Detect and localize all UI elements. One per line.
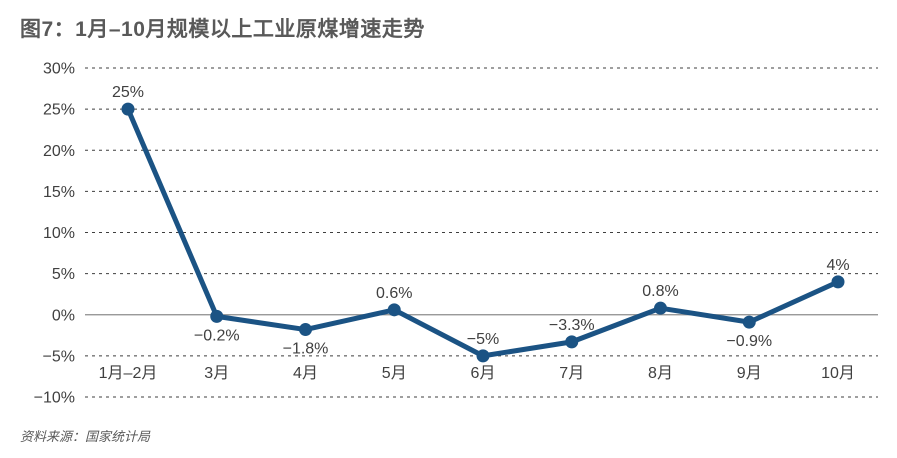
data-label: 4%	[826, 257, 849, 274]
data-point	[742, 315, 756, 329]
chart-title: 图7：1月–10月规模以上工业原煤增速走势	[20, 18, 425, 41]
data-label: 25%	[112, 84, 144, 101]
x-axis-label: 1月–2月	[99, 365, 158, 382]
x-axis-label: 6月	[471, 365, 496, 382]
x-axis-label: 10月	[821, 365, 855, 382]
data-point	[831, 275, 845, 289]
y-axis-tick-label: 5%	[52, 266, 75, 283]
data-label: −0.9%	[726, 333, 772, 350]
y-axis-tick-label: 20%	[43, 143, 75, 160]
x-axis-label: 4月	[293, 365, 318, 382]
data-point	[654, 301, 667, 315]
data-label: 0.6%	[376, 285, 412, 302]
x-axis-label: 7月	[559, 365, 584, 382]
y-axis-tick-label: 10%	[43, 225, 75, 242]
data-label: −1.8%	[283, 341, 329, 358]
y-axis-tick-label: −10%	[34, 390, 75, 407]
y-axis-tick-label: −5%	[43, 348, 75, 365]
x-axis-label: 3月	[204, 365, 229, 382]
data-point	[121, 102, 135, 116]
y-axis-tick-label: 0%	[52, 307, 75, 324]
data-label: −5%	[467, 331, 499, 348]
data-label: 0.8%	[642, 283, 678, 300]
data-point	[299, 323, 312, 337]
data-label: −0.2%	[194, 327, 240, 344]
y-axis-tick-label: 25%	[43, 102, 75, 119]
data-point	[210, 309, 224, 323]
data-point	[387, 303, 401, 317]
y-axis-tick-label: 30%	[43, 61, 75, 78]
source-note: 资料来源：国家统计局	[20, 429, 151, 444]
data-label: −3.3%	[549, 317, 595, 334]
data-point	[476, 349, 490, 363]
x-axis-label: 8月	[648, 365, 673, 382]
x-axis-label: 9月	[737, 365, 762, 382]
data-point	[565, 335, 579, 349]
y-axis-tick-label: 15%	[43, 184, 75, 201]
x-axis-label: 5月	[382, 365, 407, 382]
